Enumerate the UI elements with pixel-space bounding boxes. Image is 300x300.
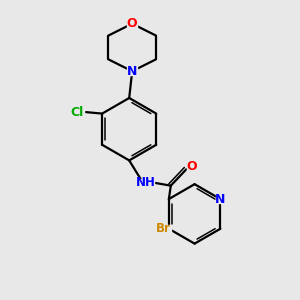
Text: O: O: [186, 160, 197, 173]
Bar: [128, 20, 137, 28]
Bar: [187, 162, 196, 170]
Text: N: N: [127, 65, 137, 78]
Text: N: N: [215, 193, 226, 206]
Bar: [216, 195, 225, 203]
Text: O: O: [127, 17, 137, 30]
Text: Cl: Cl: [70, 106, 83, 118]
Bar: [137, 178, 154, 187]
Bar: [155, 225, 171, 233]
Text: Br: Br: [155, 222, 170, 235]
Text: NH: NH: [136, 176, 155, 189]
Bar: [70, 108, 84, 116]
Bar: [128, 67, 137, 75]
